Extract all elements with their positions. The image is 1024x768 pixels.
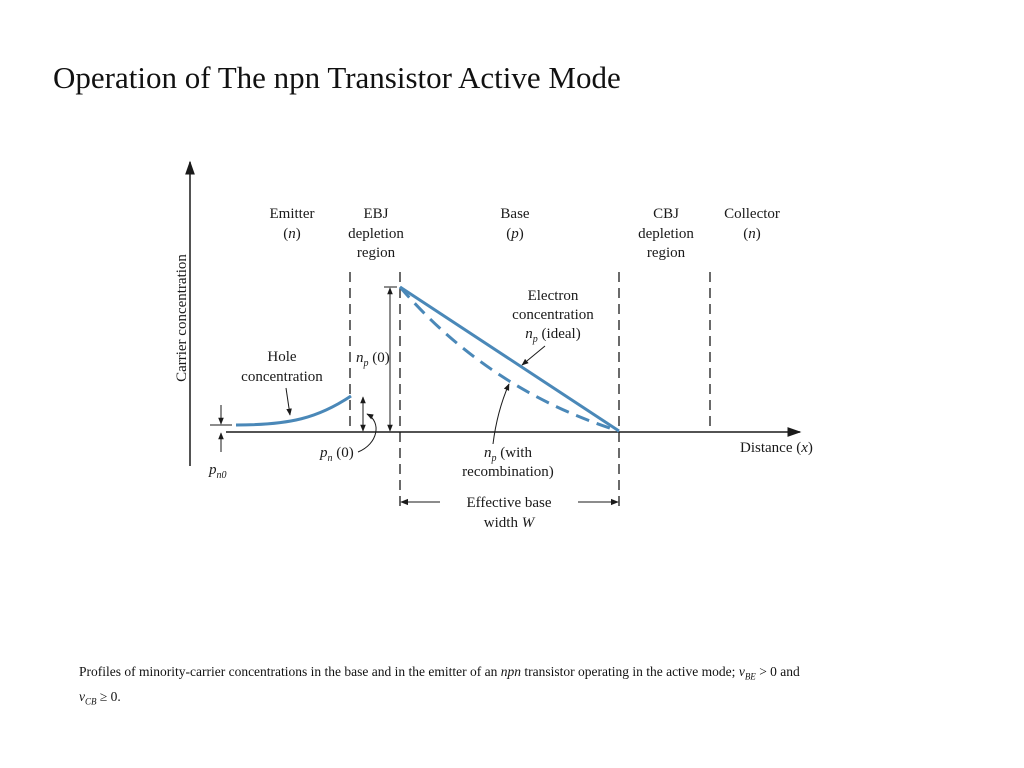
- svg-text:np (with: np (with: [484, 445, 532, 464]
- base-width-label: Effective base width W: [466, 495, 551, 531]
- svg-text:concentration: concentration: [512, 307, 594, 323]
- svg-text:Electron: Electron: [528, 288, 579, 304]
- hole-pointer-arrow: [285, 387, 292, 416]
- pno-label: pn0: [208, 462, 227, 481]
- svg-text:(p): (p): [506, 226, 524, 242]
- svg-text:region: region: [357, 245, 396, 261]
- recombination-label: np (with recombination): [462, 445, 554, 480]
- svg-text:EBJ: EBJ: [363, 206, 388, 222]
- svg-text:Base: Base: [500, 206, 530, 222]
- ebj-label: EBJ depletion region: [348, 206, 404, 261]
- svg-text:CBJ: CBJ: [653, 206, 679, 222]
- y-axis-label: Carrier concentration: [174, 254, 190, 382]
- svg-text:concentration: concentration: [241, 369, 323, 385]
- svg-text:Collector: Collector: [724, 206, 780, 222]
- x-axis-label: Distance (x): [740, 440, 813, 456]
- electron-ideal-label: Electron concentration np (ideal): [512, 288, 594, 345]
- svg-text:region: region: [647, 245, 686, 261]
- electron-ideal-pointer-arrow: [521, 345, 546, 366]
- slide-title: Operation of The npn Transistor Active M…: [53, 60, 621, 95]
- hole-concentration-label: Hole concentration: [241, 349, 323, 385]
- pn0-pointer-curve: [357, 413, 377, 453]
- svg-text:depletion: depletion: [638, 226, 694, 242]
- svg-text:depletion: depletion: [348, 226, 404, 242]
- base-label: Base (p): [500, 206, 530, 242]
- svg-text:(n): (n): [283, 226, 301, 242]
- electron-recombination-curve: [398, 286, 620, 433]
- svg-text:(n): (n): [743, 226, 761, 242]
- svg-text:recombination): recombination): [462, 464, 554, 480]
- cbj-label: CBJ depletion region: [638, 206, 694, 261]
- svg-text:np (ideal): np (ideal): [525, 326, 580, 345]
- figure-caption: Profiles of minority-carrier concentrati…: [79, 664, 800, 707]
- svg-text:Effective base: Effective base: [466, 495, 551, 511]
- electron-ideal-line: [399, 285, 620, 433]
- emitter-label: Emitter (n): [270, 206, 315, 242]
- svg-text:Hole: Hole: [267, 349, 297, 365]
- collector-label: Collector (n): [724, 206, 780, 242]
- recombination-pointer-curve: [492, 383, 510, 445]
- svg-text:width W: width W: [484, 515, 536, 531]
- hole-concentration-curve: [235, 394, 352, 427]
- pn0-label: pn (0): [319, 445, 354, 464]
- svg-text:Emitter: Emitter: [270, 206, 315, 222]
- np0-label: np (0): [356, 350, 390, 369]
